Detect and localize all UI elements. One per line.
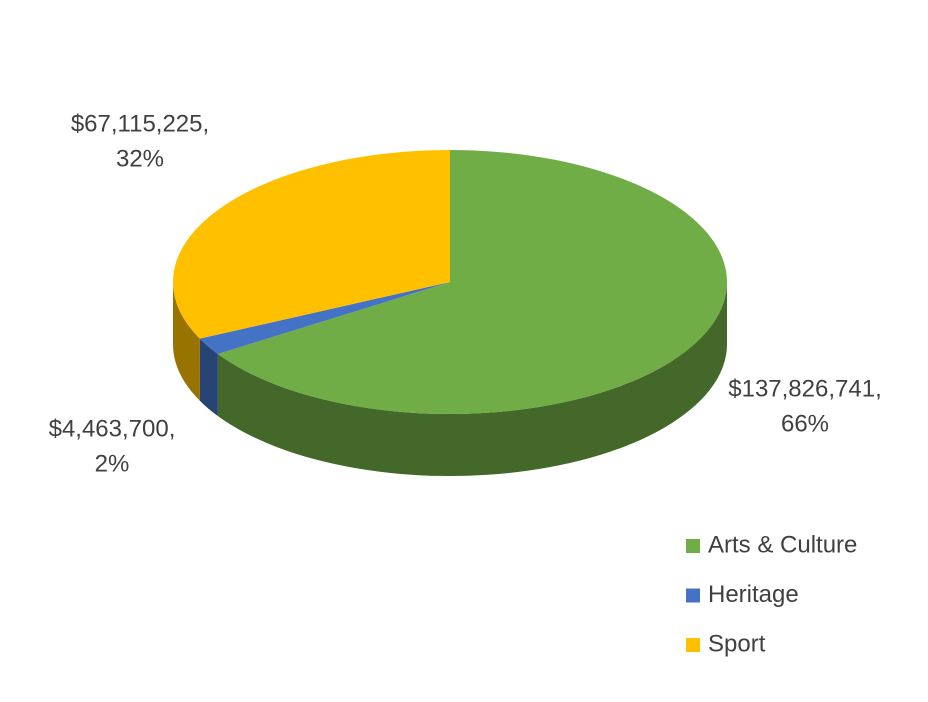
slice-side-shade [173, 282, 200, 401]
legend-label: Arts & Culture [708, 531, 857, 558]
data-label: 66% [781, 410, 829, 437]
slice [199, 282, 450, 354]
data-label: 2% [95, 450, 130, 477]
slice-side [217, 282, 727, 477]
data-label: $67,115,225, [71, 110, 209, 137]
slice-side [199, 338, 218, 416]
legend-swatch [686, 638, 700, 652]
slice-side [173, 282, 200, 401]
slice [173, 149, 450, 339]
legend-label: Sport [708, 630, 766, 657]
slice-side-shade [199, 338, 218, 416]
data-label: $137,826,741, [728, 375, 881, 402]
data-label: $4,463,700, [49, 415, 176, 442]
legend-label: Heritage [708, 581, 799, 608]
data-label: 32% [116, 145, 164, 172]
slice-side-shade [217, 282, 727, 477]
legend-swatch [686, 539, 700, 553]
slice [217, 150, 727, 414]
legend-swatch [686, 588, 700, 603]
